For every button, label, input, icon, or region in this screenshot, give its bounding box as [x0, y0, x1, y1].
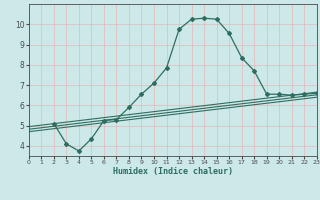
X-axis label: Humidex (Indice chaleur): Humidex (Indice chaleur): [113, 167, 233, 176]
